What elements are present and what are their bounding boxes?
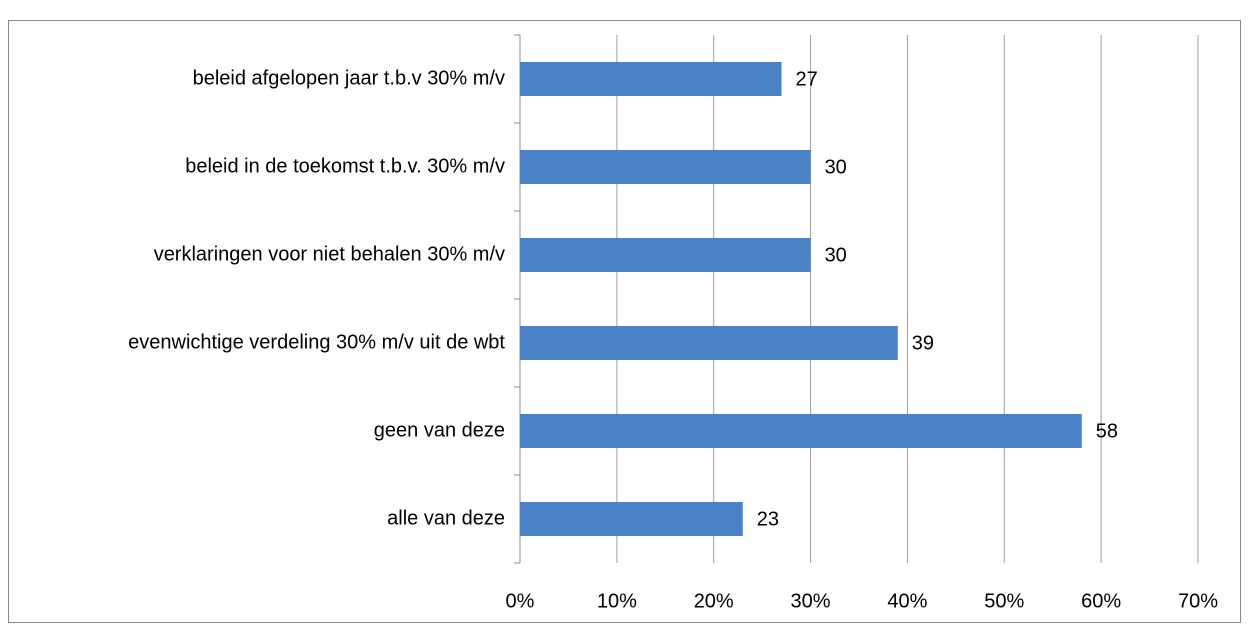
bar — [520, 238, 811, 272]
value-label: 58 — [1096, 420, 1118, 442]
x-tick-label: 30% — [791, 590, 831, 612]
value-label: 30 — [825, 244, 847, 266]
x-tick-label: 20% — [694, 590, 734, 612]
bar — [520, 150, 811, 184]
value-label: 23 — [757, 508, 779, 530]
y-tick-label: geen van deze — [374, 419, 505, 441]
y-tick-label: verklaringen voor niet behalen 30% m/v — [154, 243, 505, 265]
value-label: 39 — [912, 332, 934, 354]
x-tick-label: 70% — [1178, 590, 1218, 612]
value-label: 30 — [825, 156, 847, 178]
bar — [520, 326, 898, 360]
y-tick-label: beleid afgelopen jaar t.b.v 30% m/v — [193, 67, 505, 89]
bar — [520, 62, 782, 96]
x-tick-label: 40% — [887, 590, 927, 612]
bar — [520, 414, 1082, 448]
y-tick-label: alle van deze — [387, 507, 505, 529]
y-tick-label: evenwichtige verdeling 30% m/v uit de wb… — [128, 331, 505, 353]
value-label: 27 — [796, 68, 818, 90]
bar — [520, 502, 743, 536]
x-tick-label: 10% — [597, 590, 637, 612]
x-tick-label: 0% — [506, 590, 535, 612]
x-tick-label: 50% — [984, 590, 1024, 612]
x-tick-label: 60% — [1081, 590, 1121, 612]
y-tick-label: beleid in de toekomst t.b.v. 30% m/v — [185, 155, 505, 177]
